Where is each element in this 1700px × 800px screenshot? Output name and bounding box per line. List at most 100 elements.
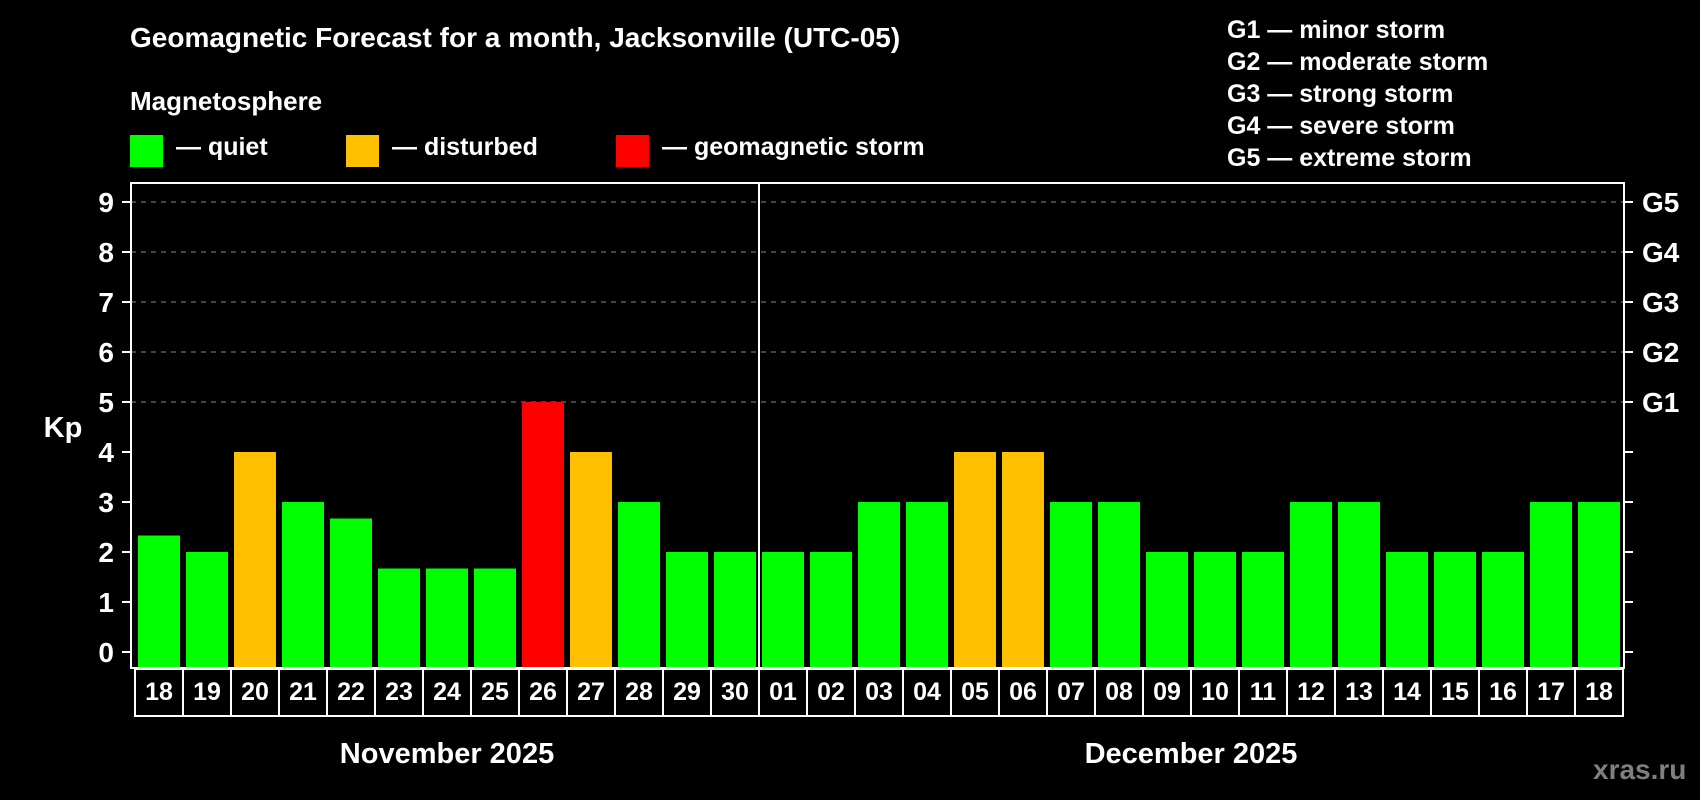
legend-heading: Magnetosphere [130,86,323,116]
month-label-1: December 2025 [1085,738,1298,770]
bar-1 [186,552,228,668]
right-tick-label-g4: G4 [1642,237,1680,268]
x-tick-label-13: 01 [769,678,797,706]
legend-label-quiet: — quiet [176,133,268,161]
month-label-0: November 2025 [340,738,554,770]
bar-26 [1386,552,1428,668]
bar-13 [762,552,804,668]
legend-swatch-storm [616,135,649,167]
x-tick-label-14: 02 [817,678,845,706]
x-tick-label-0: 18 [145,678,173,706]
bar-12 [714,552,756,668]
bar-30 [1578,502,1620,668]
y-tick-label-4: 4 [98,437,114,468]
date-box-frame [134,668,1624,717]
storm-scale-legend: G1 — minor storm G2 — moderate storm G3 … [1227,14,1488,174]
bar-25 [1338,502,1380,668]
x-tick-label-2: 20 [241,678,269,706]
x-tick-label-22: 10 [1201,678,1229,706]
chart-title: Geomagnetic Forecast for a month, Jackso… [130,22,901,53]
legend-swatch-disturbed [346,135,379,167]
y-tick-label-2: 2 [98,537,114,568]
bar-18 [1002,452,1044,668]
x-tick-label-12: 30 [721,678,749,706]
legend-label-storm: — geomagnetic storm [662,133,925,161]
right-tick-label-g2: G2 [1642,337,1679,368]
x-tick-label-10: 28 [625,678,653,706]
bar-8 [522,402,564,668]
x-axis: 18 19 20 21 22 23 24 25 26 27 28 29 30 01 02 03 04 05 06 07… [134,668,1624,770]
bar-19 [1050,502,1092,668]
bar-28 [1482,552,1524,668]
x-tick-label-21: 09 [1153,678,1181,706]
x-tick-label-26: 14 [1393,678,1421,706]
x-tick-label-16: 04 [913,678,941,706]
right-axis: G1 G2 G3 G4 G5 [1624,187,1680,653]
watermark: xras.ru [1593,754,1687,785]
x-tick-label-23: 11 [1250,678,1277,706]
x-tick-label-24: 12 [1297,678,1325,706]
x-tick-label-20: 08 [1105,678,1133,706]
bar-7 [474,568,516,668]
storm-scale-g3: G3 — strong storm [1227,80,1454,108]
bar-21 [1146,552,1188,668]
x-tick-label-3: 21 [289,678,317,706]
bar-9 [570,452,612,668]
y-tick-label-9: 9 [98,187,114,218]
bar-11 [666,552,708,668]
storm-scale-g5: G5 — extreme storm [1227,144,1472,172]
legend-swatch-quiet [130,135,163,167]
x-tick-label-25: 13 [1345,678,1373,706]
bar-24 [1290,502,1332,668]
x-tick-label-15: 03 [865,678,893,706]
y-tick-label-0: 0 [98,637,114,668]
x-tick-label-11: 29 [673,678,701,706]
x-tick-label-4: 22 [337,678,365,706]
bar-0 [138,535,180,668]
legend-label-disturbed: — disturbed [392,133,538,161]
x-tick-label-6: 24 [433,678,461,706]
gridlines [131,201,1624,403]
bars [138,402,1620,668]
y-tick-label-3: 3 [98,487,114,518]
x-tick-label-18: 06 [1009,678,1037,706]
bar-15 [858,502,900,668]
bar-17 [954,452,996,668]
y-axis-label: Kp [44,412,83,444]
bar-16 [906,502,948,668]
bar-27 [1434,552,1476,668]
y-tick-label-1: 1 [98,587,114,618]
x-tick-label-1: 19 [193,678,221,706]
x-tick-label-7: 25 [481,678,509,706]
bar-22 [1194,552,1236,668]
right-tick-label-g1: G1 [1642,387,1679,418]
bar-29 [1530,502,1572,668]
bar-6 [426,568,468,668]
storm-scale-g4: G4 — severe storm [1227,112,1455,140]
storm-scale-g1: G1 — minor storm [1227,16,1446,44]
right-tick-label-g3: G3 [1642,287,1679,318]
bar-5 [378,568,420,668]
bar-14 [810,552,852,668]
y-tick-label-5: 5 [98,387,114,418]
x-tick-label-8: 26 [529,678,557,706]
bar-20 [1098,502,1140,668]
right-tick-label-g5: G5 [1642,187,1679,218]
storm-scale-g2: G2 — moderate storm [1227,48,1489,76]
bar-2 [234,452,276,668]
x-tick-label-9: 27 [577,678,605,706]
bar-4 [330,518,372,668]
x-tick-label-27: 15 [1441,678,1469,706]
x-tick-label-30: 18 [1585,678,1613,706]
x-tick-label-19: 07 [1057,678,1085,706]
bar-10 [618,502,660,668]
bar-3 [282,502,324,668]
x-tick-label-29: 17 [1537,678,1565,706]
x-tick-label-28: 16 [1489,678,1517,706]
bar-23 [1242,552,1284,668]
y-tick-label-8: 8 [98,237,114,268]
x-tick-label-17: 05 [961,678,989,706]
x-tick-label-5: 23 [385,678,413,706]
y-tick-label-7: 7 [98,287,114,318]
